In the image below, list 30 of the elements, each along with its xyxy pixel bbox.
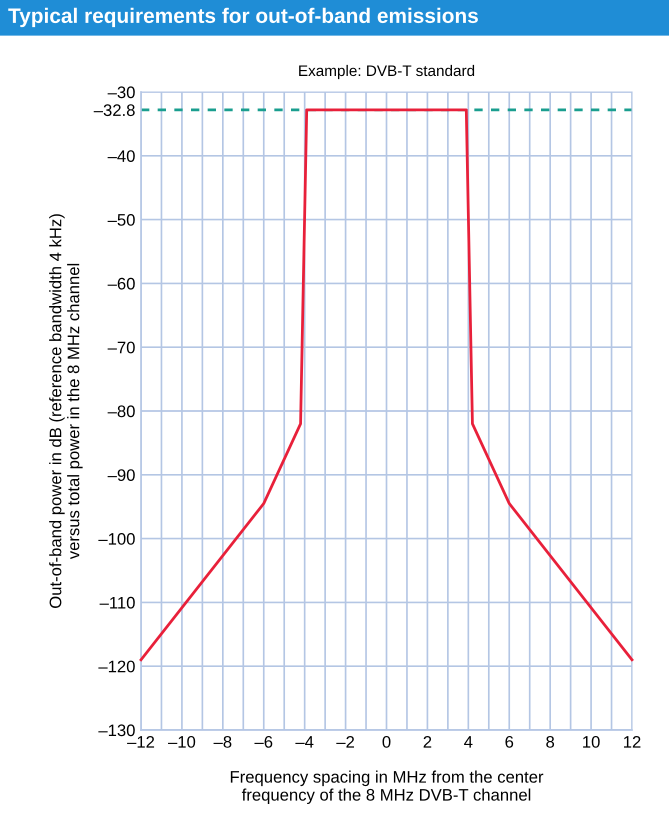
x-axis-title: Frequency spacing in MHz from the center frequency of the 8 MHz DVB-T channel [230,770,544,804]
x-tick-label: –10 [168,736,196,748]
y-tick-label: –130 [98,724,135,736]
y-tick-label: –100 [98,533,135,545]
y-tick-label: –110 [100,596,135,609]
x-tick-label: 2 [424,736,432,748]
y-tick-label: –120 [98,660,135,672]
x-tick-label: 0 [382,736,390,748]
chart-subtitle: Example: DVB-T standard [299,64,474,80]
x-tick-label: –6 [254,736,272,748]
y-tick-label: –90 [108,469,135,482]
x-tick-label: –8 [214,736,232,748]
x-tick-label: 12 [624,736,640,748]
x-tick-label: –12 [127,736,154,748]
y-tick-label: –50 [108,214,135,226]
x-tick-label: –4 [295,736,314,748]
y-tick-label: –70 [108,342,135,354]
y-tick-label: –32.8 [94,104,135,116]
x-tick-label: 6 [505,736,514,748]
y-tick-label: –40 [108,150,135,162]
x-tick-label: 4 [464,736,472,748]
x-tick-label: 8 [546,736,554,748]
line-series [140,108,634,662]
x-tick-label: –2 [336,736,354,748]
y-tick-label: –60 [108,278,135,290]
y-tick-label: –30 [108,86,135,98]
chart-title: Typical requirements for out-of-band emissions [8,8,478,28]
y-tick-label: –80 [108,405,135,418]
y-axis-title: Out-of-band power in dB (reference bandwidth 4 kHz) versus total power in the 8 MHz channel [49,214,83,608]
x-tick-label: 10 [583,736,600,748]
